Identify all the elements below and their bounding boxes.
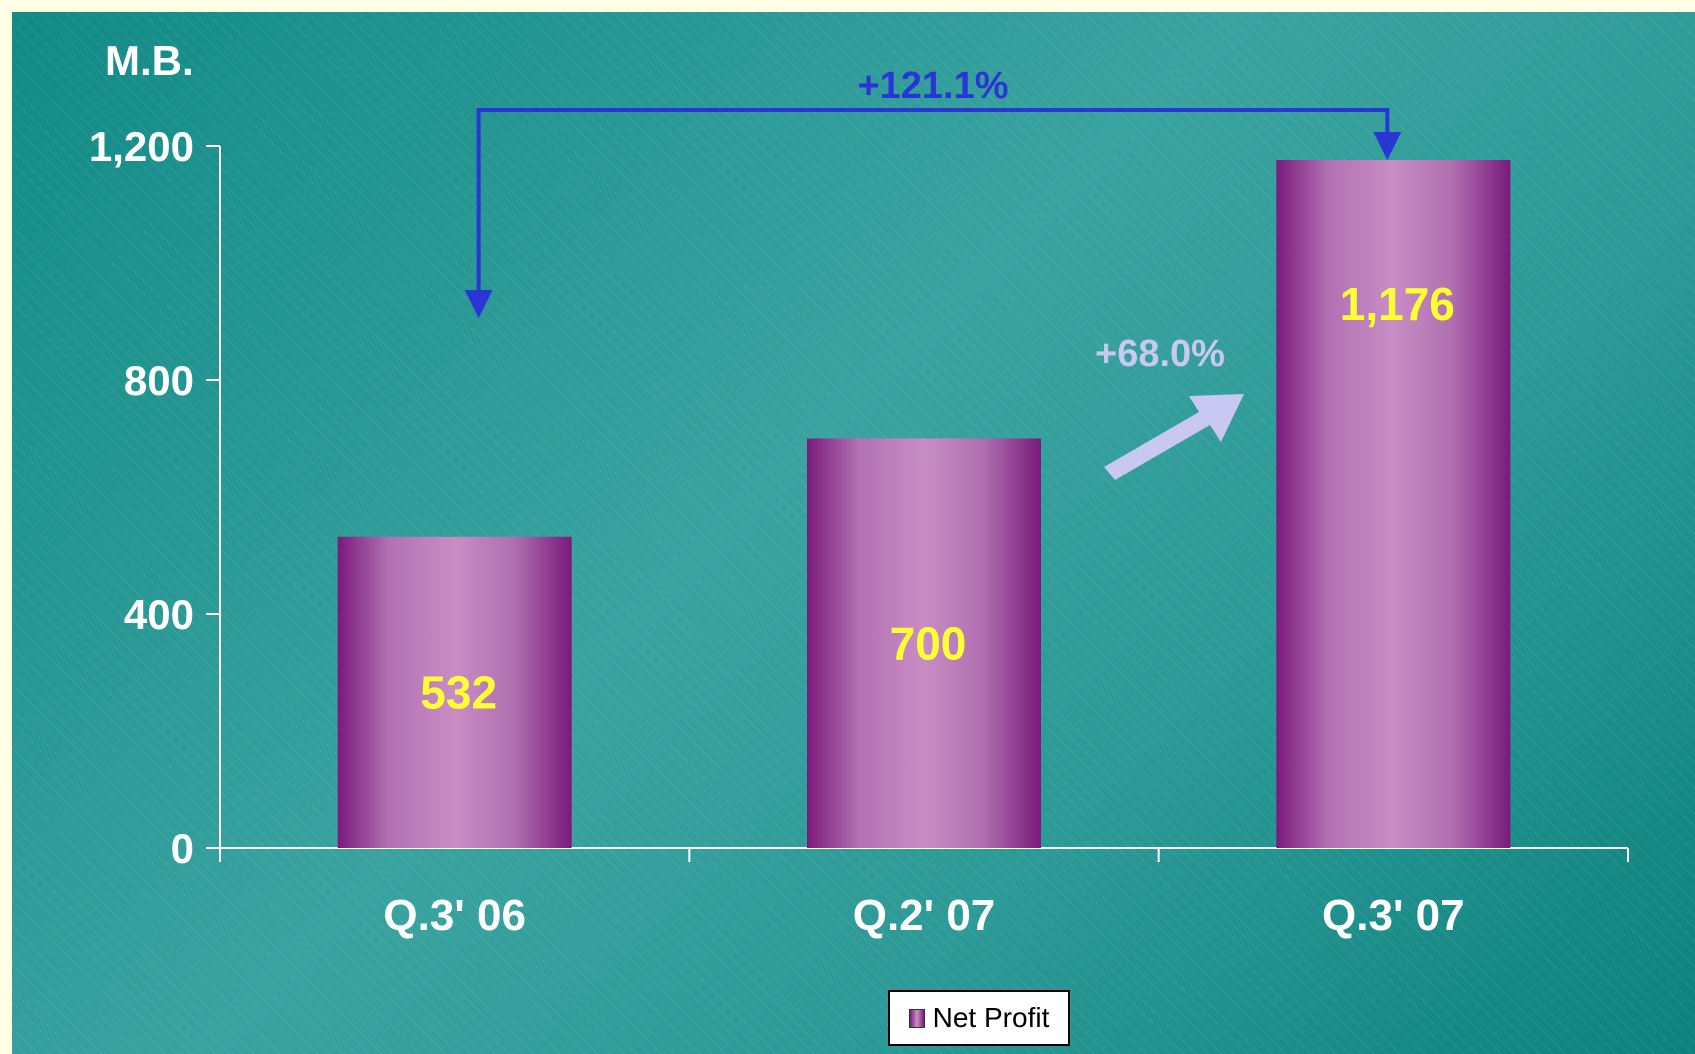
- legend: Net Profit: [888, 990, 1070, 1046]
- bar-value-label: 532: [420, 666, 497, 718]
- x-tick-label: Q.3' 07: [1322, 891, 1465, 940]
- bar: [807, 438, 1041, 848]
- bracket-arrowhead-left: [464, 290, 493, 318]
- growth-bracket-line: [476, 108, 1390, 308]
- qoq-block-arrow: [1104, 394, 1244, 480]
- y-tick-label: 0: [171, 825, 194, 872]
- bar: [1276, 160, 1511, 849]
- x-tick-label: Q.2' 07: [853, 891, 996, 940]
- legend-swatch: [908, 1008, 925, 1028]
- y-tick-label: 400: [124, 591, 194, 638]
- legend-label: Net Profit: [932, 1002, 1050, 1033]
- x-tick-label: Q.3' 06: [383, 891, 526, 940]
- y-tick-label: 1,200: [89, 123, 194, 170]
- annotation-qoq-growth: +68.0%: [1095, 333, 1225, 375]
- bars: [337, 160, 1511, 849]
- bar: [337, 536, 572, 848]
- chart-slide: 0 400 800 1,200 M.B. 532 Q.3' 06 700 Q.2' 07 1,17…: [12, 12, 1695, 1054]
- bar-value-label: 1,176: [1340, 278, 1455, 330]
- labels: 0 400 800 1,200 M.B. 532 Q.3' 06 700 Q.2' 07 1,17…: [89, 37, 1465, 940]
- net-profit-bar-chart: 0 400 800 1,200 M.B. 532 Q.3' 06 700 Q.2' 07 1,17…: [89, 37, 1629, 940]
- annotations: +121.1% +68.0%: [464, 65, 1402, 480]
- bar-value-label: 700: [890, 617, 967, 669]
- annotation-yoy-growth: +121.1%: [857, 65, 1008, 107]
- y-tick-label: 800: [124, 357, 194, 404]
- bracket-arrowhead-right: [1373, 132, 1402, 160]
- y-axis-label: M.B.: [105, 37, 194, 84]
